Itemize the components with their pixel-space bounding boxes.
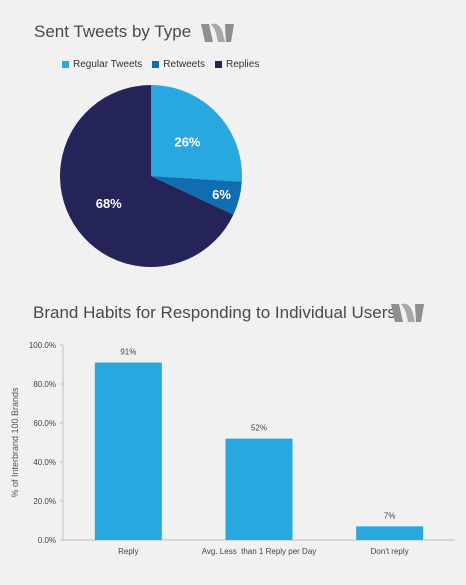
legend-swatch <box>62 61 69 68</box>
legend-item-regular-tweets: Regular Tweets <box>62 59 142 70</box>
legend-swatch <box>214 61 222 68</box>
y-tick-label: 100.0% <box>29 341 56 350</box>
legend-swatch <box>152 61 160 68</box>
bar-value-label: 91% <box>120 348 136 357</box>
bar-2 <box>356 526 424 540</box>
x-category-label: Reply <box>118 547 138 556</box>
bar-0 <box>94 362 162 540</box>
y-tick-label: 40.0% <box>33 458 56 467</box>
bar-value-label: 7% <box>384 511 396 520</box>
legend-item-replies: Replies <box>214 59 260 70</box>
bar-value-label: 52% <box>251 424 267 433</box>
pie-data-label: 26% <box>174 135 200 150</box>
x-category-label: Don't reply <box>371 547 409 556</box>
y-tick-label: 0.0% <box>38 536 56 545</box>
y-tick-label: 60.0% <box>33 419 56 428</box>
pie-chart-title: Sent Tweets by Type <box>34 22 192 41</box>
legend-label: Retweets <box>163 59 205 70</box>
y-tick-label: 80.0% <box>33 380 56 389</box>
x-category-label: Avg. Less than 1 Reply per Day <box>202 547 317 556</box>
pie-slice-retweets <box>151 176 242 215</box>
pie-data-label: 68% <box>96 196 122 211</box>
pie-slice-regular-tweets <box>151 85 242 182</box>
legend-label: Regular Tweets <box>73 59 143 70</box>
brand-logo-icon <box>201 23 234 42</box>
legend-label: Replies <box>225 59 260 70</box>
y-axis-label: % of Interbrand 100 Brands <box>10 387 20 498</box>
bar-1 <box>225 438 293 540</box>
y-tick-label: 20.0% <box>33 497 56 506</box>
bar-chart-title: Brand Habits for Responding to Individua… <box>33 303 396 322</box>
pie-slice-replies <box>60 85 234 267</box>
pie-data-label: 6% <box>212 187 231 202</box>
pie-chart: 26% 6% 68% <box>60 85 242 267</box>
legend-item-retweets: Retweets <box>152 59 205 70</box>
pie-legend: Regular Tweets Retweets Replies <box>62 59 269 70</box>
brand-logo-icon <box>391 303 424 322</box>
